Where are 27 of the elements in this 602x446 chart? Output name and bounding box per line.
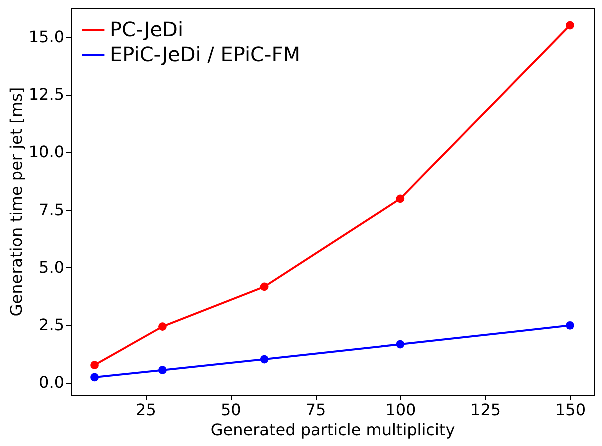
point (260, 355, 269, 364)
point (260, 282, 269, 292)
y-tick-label: 2.5 (39, 315, 64, 334)
x-axis-title: Generated particle multiplicity (210, 420, 456, 440)
x-tick-label: 25 (136, 400, 156, 420)
point (158, 322, 167, 331)
point (396, 340, 405, 349)
legend-label: PC-JeDi (110, 18, 184, 42)
point (90, 361, 99, 370)
point (158, 366, 167, 375)
y-tick-label: 15.0 (28, 28, 64, 47)
y-tick-label: 7.5 (39, 200, 64, 220)
x-tick-label: 150 (555, 400, 586, 420)
y-tick-label: 12.5 (28, 85, 64, 104)
x-tick-label: 125 (470, 400, 502, 420)
y-axis-title: Generation time per jet [ms] (6, 87, 26, 317)
legend-label: EPiC-JeDi / EPiC-FM (110, 42, 300, 66)
x-tick-label: 75 (306, 400, 326, 420)
point (566, 21, 574, 30)
y-tick-label: 0.0 (39, 373, 64, 392)
y-tick-label: 5.0 (39, 258, 64, 277)
y-tick-label: 10.0 (28, 142, 64, 162)
x-tick-label: 50 (220, 400, 242, 420)
point (566, 321, 574, 330)
x-tick-label: 100 (386, 400, 416, 420)
point (396, 194, 405, 204)
point (90, 373, 99, 382)
